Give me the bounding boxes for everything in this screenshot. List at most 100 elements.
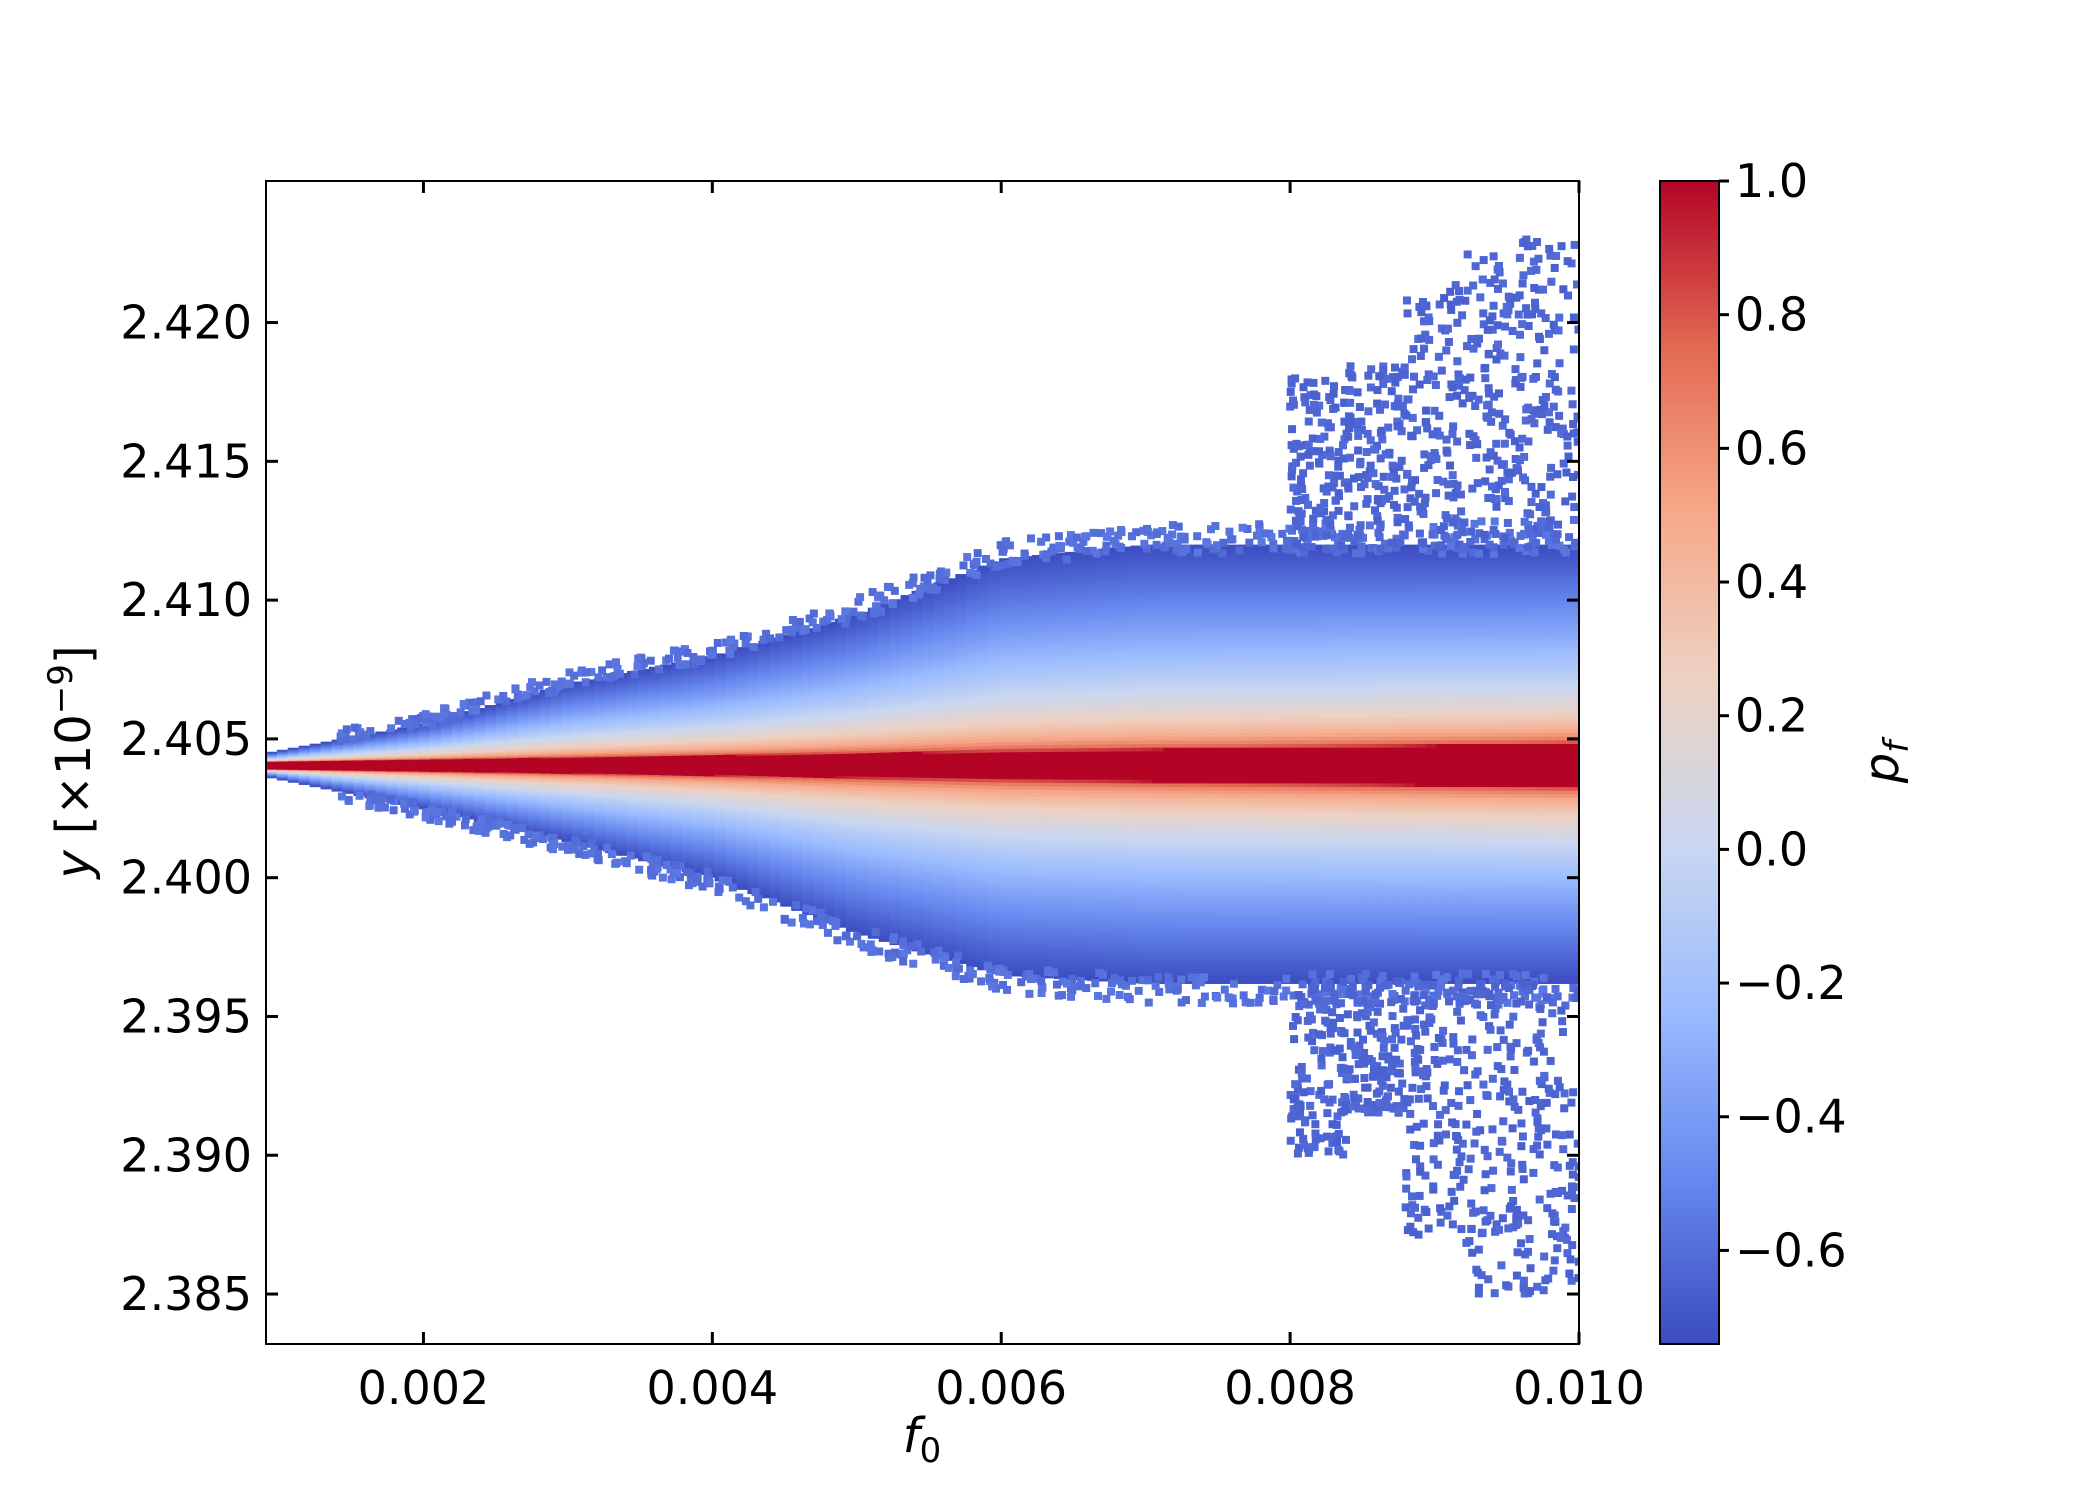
heat-cell	[506, 790, 519, 793]
heat-cell	[670, 782, 683, 786]
heat-cell	[506, 702, 519, 705]
heat-cell	[462, 810, 475, 813]
heat-cell	[681, 782, 694, 786]
heat-cell	[506, 760, 519, 763]
heat-cell	[506, 786, 519, 789]
heat-cell	[594, 760, 606, 764]
heat-cell	[692, 693, 705, 697]
heat-cell	[616, 834, 628, 837]
heat-cell	[517, 701, 530, 704]
heat-cell	[561, 776, 574, 779]
heat-cell	[572, 813, 585, 816]
heat-cell	[638, 827, 650, 830]
heat-cell	[452, 728, 464, 731]
heat-cell	[441, 770, 453, 772]
heat-cell	[605, 817, 617, 820]
heat-cell	[594, 690, 606, 693]
heat-cell	[550, 799, 563, 802]
heat-cell	[572, 783, 585, 786]
heat-cell	[517, 747, 530, 750]
heat-cell	[616, 837, 628, 840]
heat-cell	[561, 807, 574, 810]
heat-cell	[583, 762, 596, 765]
heat-cell	[484, 804, 497, 807]
heat-cell	[638, 831, 650, 835]
heat-cell	[539, 778, 552, 781]
heat-cell	[594, 825, 606, 828]
heat-cell	[495, 789, 508, 792]
heat-cell	[638, 825, 650, 828]
heat-cell	[616, 798, 628, 801]
heat-cell	[495, 716, 508, 719]
heat-cell	[692, 702, 705, 706]
heat-cell	[670, 672, 683, 676]
heat-cell	[452, 796, 464, 799]
heat-cell	[506, 793, 519, 796]
heat-cell	[648, 781, 661, 785]
heat-cell	[583, 825, 596, 828]
heat-cell	[441, 802, 453, 804]
heat-cell	[638, 691, 650, 694]
heat-cell	[484, 715, 497, 717]
heat-cell	[539, 758, 552, 762]
heat-cell	[594, 734, 606, 737]
heat-cell	[484, 811, 497, 813]
heat-cell	[528, 755, 541, 758]
heat-cell	[539, 735, 552, 738]
heat-cell	[495, 765, 508, 768]
heat-cell	[714, 739, 727, 742]
heat-cell	[495, 727, 508, 730]
heat-cell	[506, 785, 519, 788]
heat-cell	[528, 778, 541, 781]
heat-cell	[473, 749, 486, 751]
heat-cell	[714, 755, 727, 759]
heat-cell	[583, 702, 596, 705]
heat-cell	[452, 751, 464, 754]
heat-cell	[692, 740, 705, 743]
heat-cell	[594, 747, 606, 750]
heat-cell	[638, 843, 650, 846]
heat-cell	[528, 751, 541, 754]
heat-cell	[572, 731, 585, 734]
heat-cell	[594, 718, 606, 721]
heat-cell	[506, 722, 519, 725]
heat-cell	[670, 710, 683, 714]
heat-cell	[539, 755, 552, 758]
heat-cell	[648, 761, 661, 765]
heat-cell	[506, 807, 519, 810]
heat-cell	[605, 748, 617, 752]
heat-cell	[517, 790, 530, 793]
heat-cell	[550, 787, 563, 790]
heat-cell	[572, 779, 585, 782]
heat-cell	[473, 781, 486, 783]
heat-cell	[550, 768, 563, 771]
heat-cell	[452, 781, 464, 784]
heat-cell	[561, 706, 574, 709]
heat-cell	[452, 776, 464, 778]
heat-cell	[528, 814, 541, 817]
heat-cell	[473, 776, 486, 779]
heat-cell	[550, 731, 563, 734]
heat-cell	[681, 791, 694, 795]
heat-cell	[441, 724, 453, 727]
heat-cell	[703, 667, 716, 670]
heat-cell	[627, 839, 639, 842]
heat-cell	[605, 741, 617, 744]
heat-cell	[594, 725, 606, 728]
heat-cell	[528, 792, 541, 795]
heat-cell	[627, 697, 639, 701]
heat-cell	[616, 835, 628, 838]
heat-cell	[561, 713, 574, 716]
heat-cell	[627, 843, 639, 847]
heat-cell	[583, 801, 596, 805]
heat-cell	[703, 738, 716, 741]
heat-cell	[681, 705, 694, 709]
heat-cell	[561, 709, 574, 712]
heat-cell	[561, 763, 574, 767]
heat-cell	[714, 705, 727, 709]
heat-cell	[659, 783, 672, 787]
heat-cell	[528, 807, 541, 810]
heat-cell	[539, 764, 552, 767]
heat-cell	[616, 828, 628, 831]
heat-cell	[692, 688, 705, 692]
